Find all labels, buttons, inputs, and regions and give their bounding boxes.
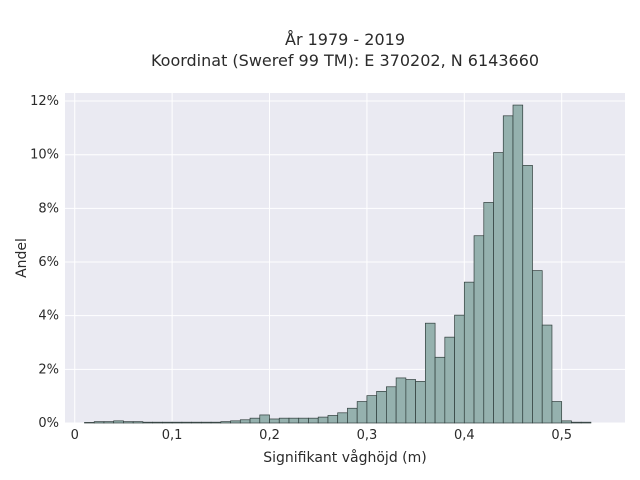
histogram-bar [288,417,300,424]
y-axis-ticks: 0% 2% 4% 6% 8% 10% 12% [30,94,59,431]
histogram-bar [366,395,378,424]
histogram-bar [434,356,446,424]
histogram-bar [473,235,485,424]
y-tick-label: 2% [38,362,59,377]
x-axis-ticks: 0 0,1 0,2 0,3 0,4 0,5 [71,428,572,443]
y-tick-label: 8% [38,201,59,216]
x-tick-label: 0,5 [551,428,572,443]
x-tick-label: 0,4 [454,428,475,443]
y-tick-label: 12% [30,94,59,109]
histogram-bar [181,421,192,424]
histogram-bar [424,322,436,424]
histogram-bar [84,422,95,424]
histogram-bar [444,336,455,424]
x-tick-label: 0 [71,428,79,443]
histogram-bar [454,314,465,424]
histogram-bar [317,416,329,424]
histogram-bar [493,152,504,424]
histogram-bar [239,419,251,424]
histogram-bar [103,421,115,424]
histogram-bar [386,386,397,424]
histogram-bar [405,379,416,424]
histogram-bar [541,324,553,424]
histogram-bar [298,417,309,424]
x-tick-label: 0,2 [259,428,280,443]
histogram-bar [522,165,533,424]
histogram-bar [395,377,407,424]
histogram-bar [356,401,368,424]
histogram-bar [113,420,124,424]
histogram-bar [152,421,163,424]
y-tick-label: 0% [38,416,59,431]
y-axis-label: Andel [14,238,30,278]
histogram-bar [512,104,524,424]
histogram-bar [483,202,494,424]
histogram-bar [347,407,358,424]
x-tick-label: 0,3 [357,428,378,443]
y-tick-label: 6% [38,255,59,270]
histogram-bar [93,421,105,424]
histogram-bar [269,418,280,424]
histogram-bar [278,417,290,424]
histogram-bar [259,414,270,424]
histogram-bar [580,421,592,424]
histogram-bar [220,421,231,424]
histogram-bar [502,115,514,424]
histogram-bar [162,421,173,424]
histogram-bar [561,420,572,424]
histogram-bar [415,381,426,424]
histogram-bar [571,421,582,424]
histogram-bar [463,281,475,424]
histogram-bar [337,412,348,424]
histogram-bar [376,390,387,424]
histogram-bar [249,417,261,424]
histogram-bar [191,421,202,424]
x-axis-label: Signifikant våghöjd (m) [263,449,426,466]
histogram-bar [210,421,222,424]
x-tick-label: 0,1 [162,428,183,443]
chart-subtitle: Koordinat (Sweref 99 TM): E 370202, N 61… [151,51,539,70]
histogram-bar [142,421,154,424]
histogram-bar [123,421,134,424]
histogram-bar [308,417,319,424]
chart-title: År 1979 - 2019 [285,30,405,49]
y-tick-label: 4% [38,309,59,324]
histogram-bars [84,104,592,424]
histogram-bar [551,401,563,424]
histogram-bar [171,421,183,424]
histogram-bar [327,415,339,424]
histogram-bar [230,420,241,424]
y-tick-label: 10% [30,148,59,163]
histogram-bar [532,270,543,424]
histogram-bar [200,421,212,424]
histogram-bar [132,421,144,424]
